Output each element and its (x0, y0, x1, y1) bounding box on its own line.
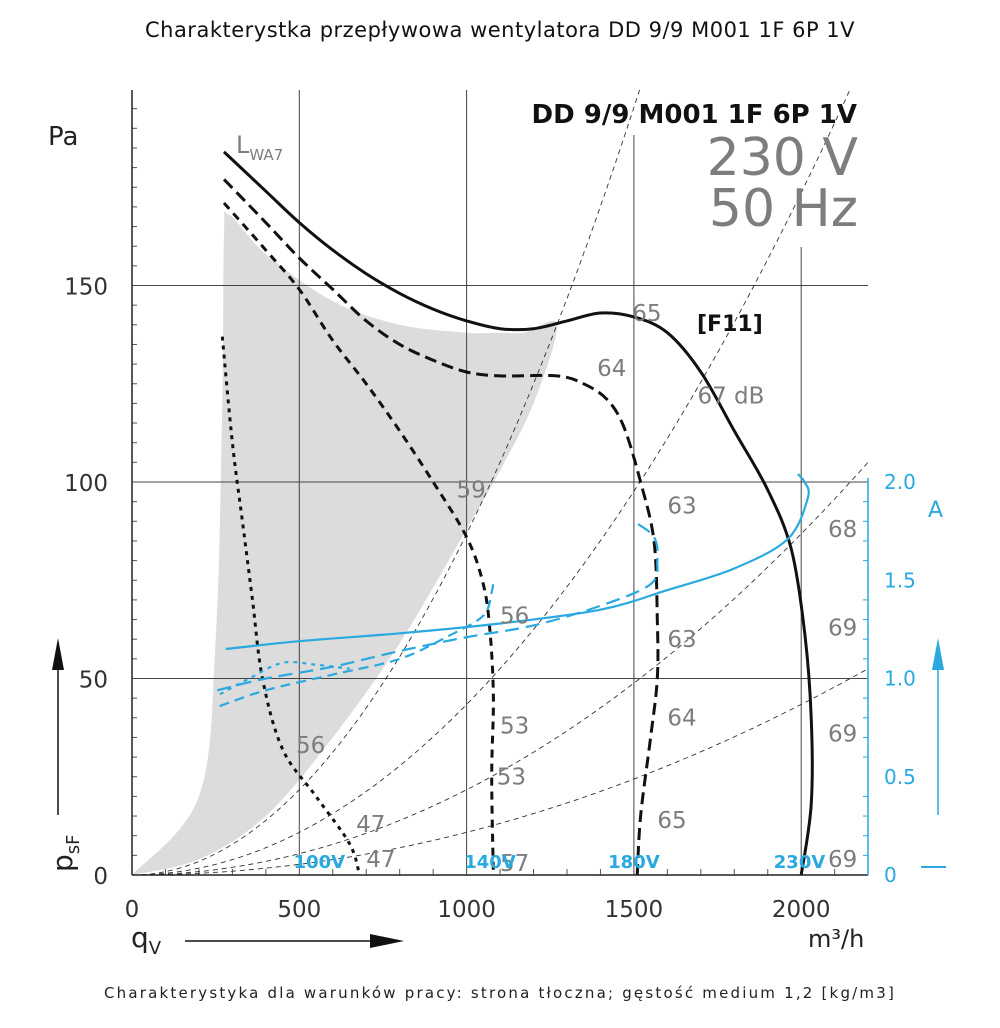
y2-tick-label: 0 (884, 863, 897, 887)
db-label: 67 dB (697, 383, 764, 409)
db-label: 56 (296, 733, 325, 759)
db-label: 64 (667, 706, 696, 732)
db-label: 63 (667, 493, 696, 519)
frequency-label: 50 Hz (709, 179, 858, 239)
x-tick-label: 1000 (437, 897, 496, 923)
db-label: 59 (457, 478, 486, 504)
x-axis-symbol: q (131, 921, 149, 954)
y-axis-subscript: sF (63, 834, 84, 854)
system-curve-3 (132, 461, 868, 875)
x-tick-label: 1500 (605, 897, 664, 923)
y-axis-arrow (52, 638, 64, 815)
voltage-tag: 180V (608, 852, 660, 873)
pressure-curve-140V (222, 201, 495, 876)
db-label: 65 (632, 301, 661, 327)
voltage-tag: 230V (774, 852, 826, 873)
page-title: Charakterystka przepływowa wentylatora D… (144, 18, 856, 42)
x-tick-label: 2000 (772, 897, 831, 923)
current-curve-180V (217, 520, 659, 692)
y-tick-label: 0 (93, 864, 108, 890)
pressure-curve-230V (222, 150, 814, 876)
y-tick-label: 100 (64, 471, 108, 497)
pressure-curve-180V (222, 178, 660, 876)
db-label: 56 (500, 603, 529, 629)
y-axis-symbol: p (46, 854, 79, 872)
pressure-curve-100V (220, 336, 361, 876)
voltage-tag: 140V (464, 852, 516, 873)
system-curve-2 (132, 90, 851, 875)
current-curve-230V (225, 473, 810, 651)
y2-tick-label: 1.5 (884, 568, 916, 592)
current-curve-140V (219, 580, 495, 708)
db-label: 64 (597, 356, 626, 382)
x-tick-label: 500 (277, 897, 321, 923)
system-curve-1 (132, 90, 641, 875)
page-footer: Charakterystyka dla warunków pracy: stro… (103, 984, 897, 1002)
y-axis-label: psF (46, 834, 84, 872)
db-label: 65 (657, 808, 686, 834)
shaded-operating-region (132, 211, 557, 875)
model-label: DD 9/9 M001 1F 6P 1V (532, 100, 857, 130)
y2-tick-label: 1.0 (884, 667, 916, 691)
y2-tick-label: 0.5 (884, 765, 916, 789)
curve-tag: [F11] (697, 312, 763, 337)
current-axis-arrow (921, 638, 946, 868)
system-curve-4 (132, 668, 868, 875)
x-tick-label: 0 (125, 897, 140, 923)
db-label: 68 (828, 517, 857, 543)
lwa-subscript: WA7 (249, 146, 283, 164)
voltage-tag: 100V (294, 852, 346, 873)
db-label: 47 (366, 847, 395, 873)
db-label: 47 (356, 812, 385, 838)
db-label: 53 (500, 714, 529, 740)
db-label: 57 (500, 851, 529, 877)
x-axis-unit: m³/h (808, 925, 864, 953)
db-label: 53 (497, 765, 526, 791)
x-axis-arrow (185, 934, 404, 948)
y-tick-label: 50 (79, 668, 108, 694)
voltage-label: 230 V (707, 128, 859, 188)
lwa-label: LWA7 (236, 131, 283, 164)
db-label: 69 (828, 721, 857, 747)
db-label: 69 (828, 615, 857, 641)
y2-tick-label: 2.0 (884, 470, 916, 494)
y-tick-label: 150 (64, 275, 108, 301)
db-label: 69 (828, 847, 857, 873)
db-label: 63 (667, 627, 696, 653)
x-axis-subscript: V (149, 938, 162, 959)
y-axis-unit: Pa (48, 122, 78, 152)
x-axis-label: qV (131, 921, 162, 959)
lwa-main: L (236, 131, 250, 159)
y2-axis-unit: A (928, 498, 943, 523)
